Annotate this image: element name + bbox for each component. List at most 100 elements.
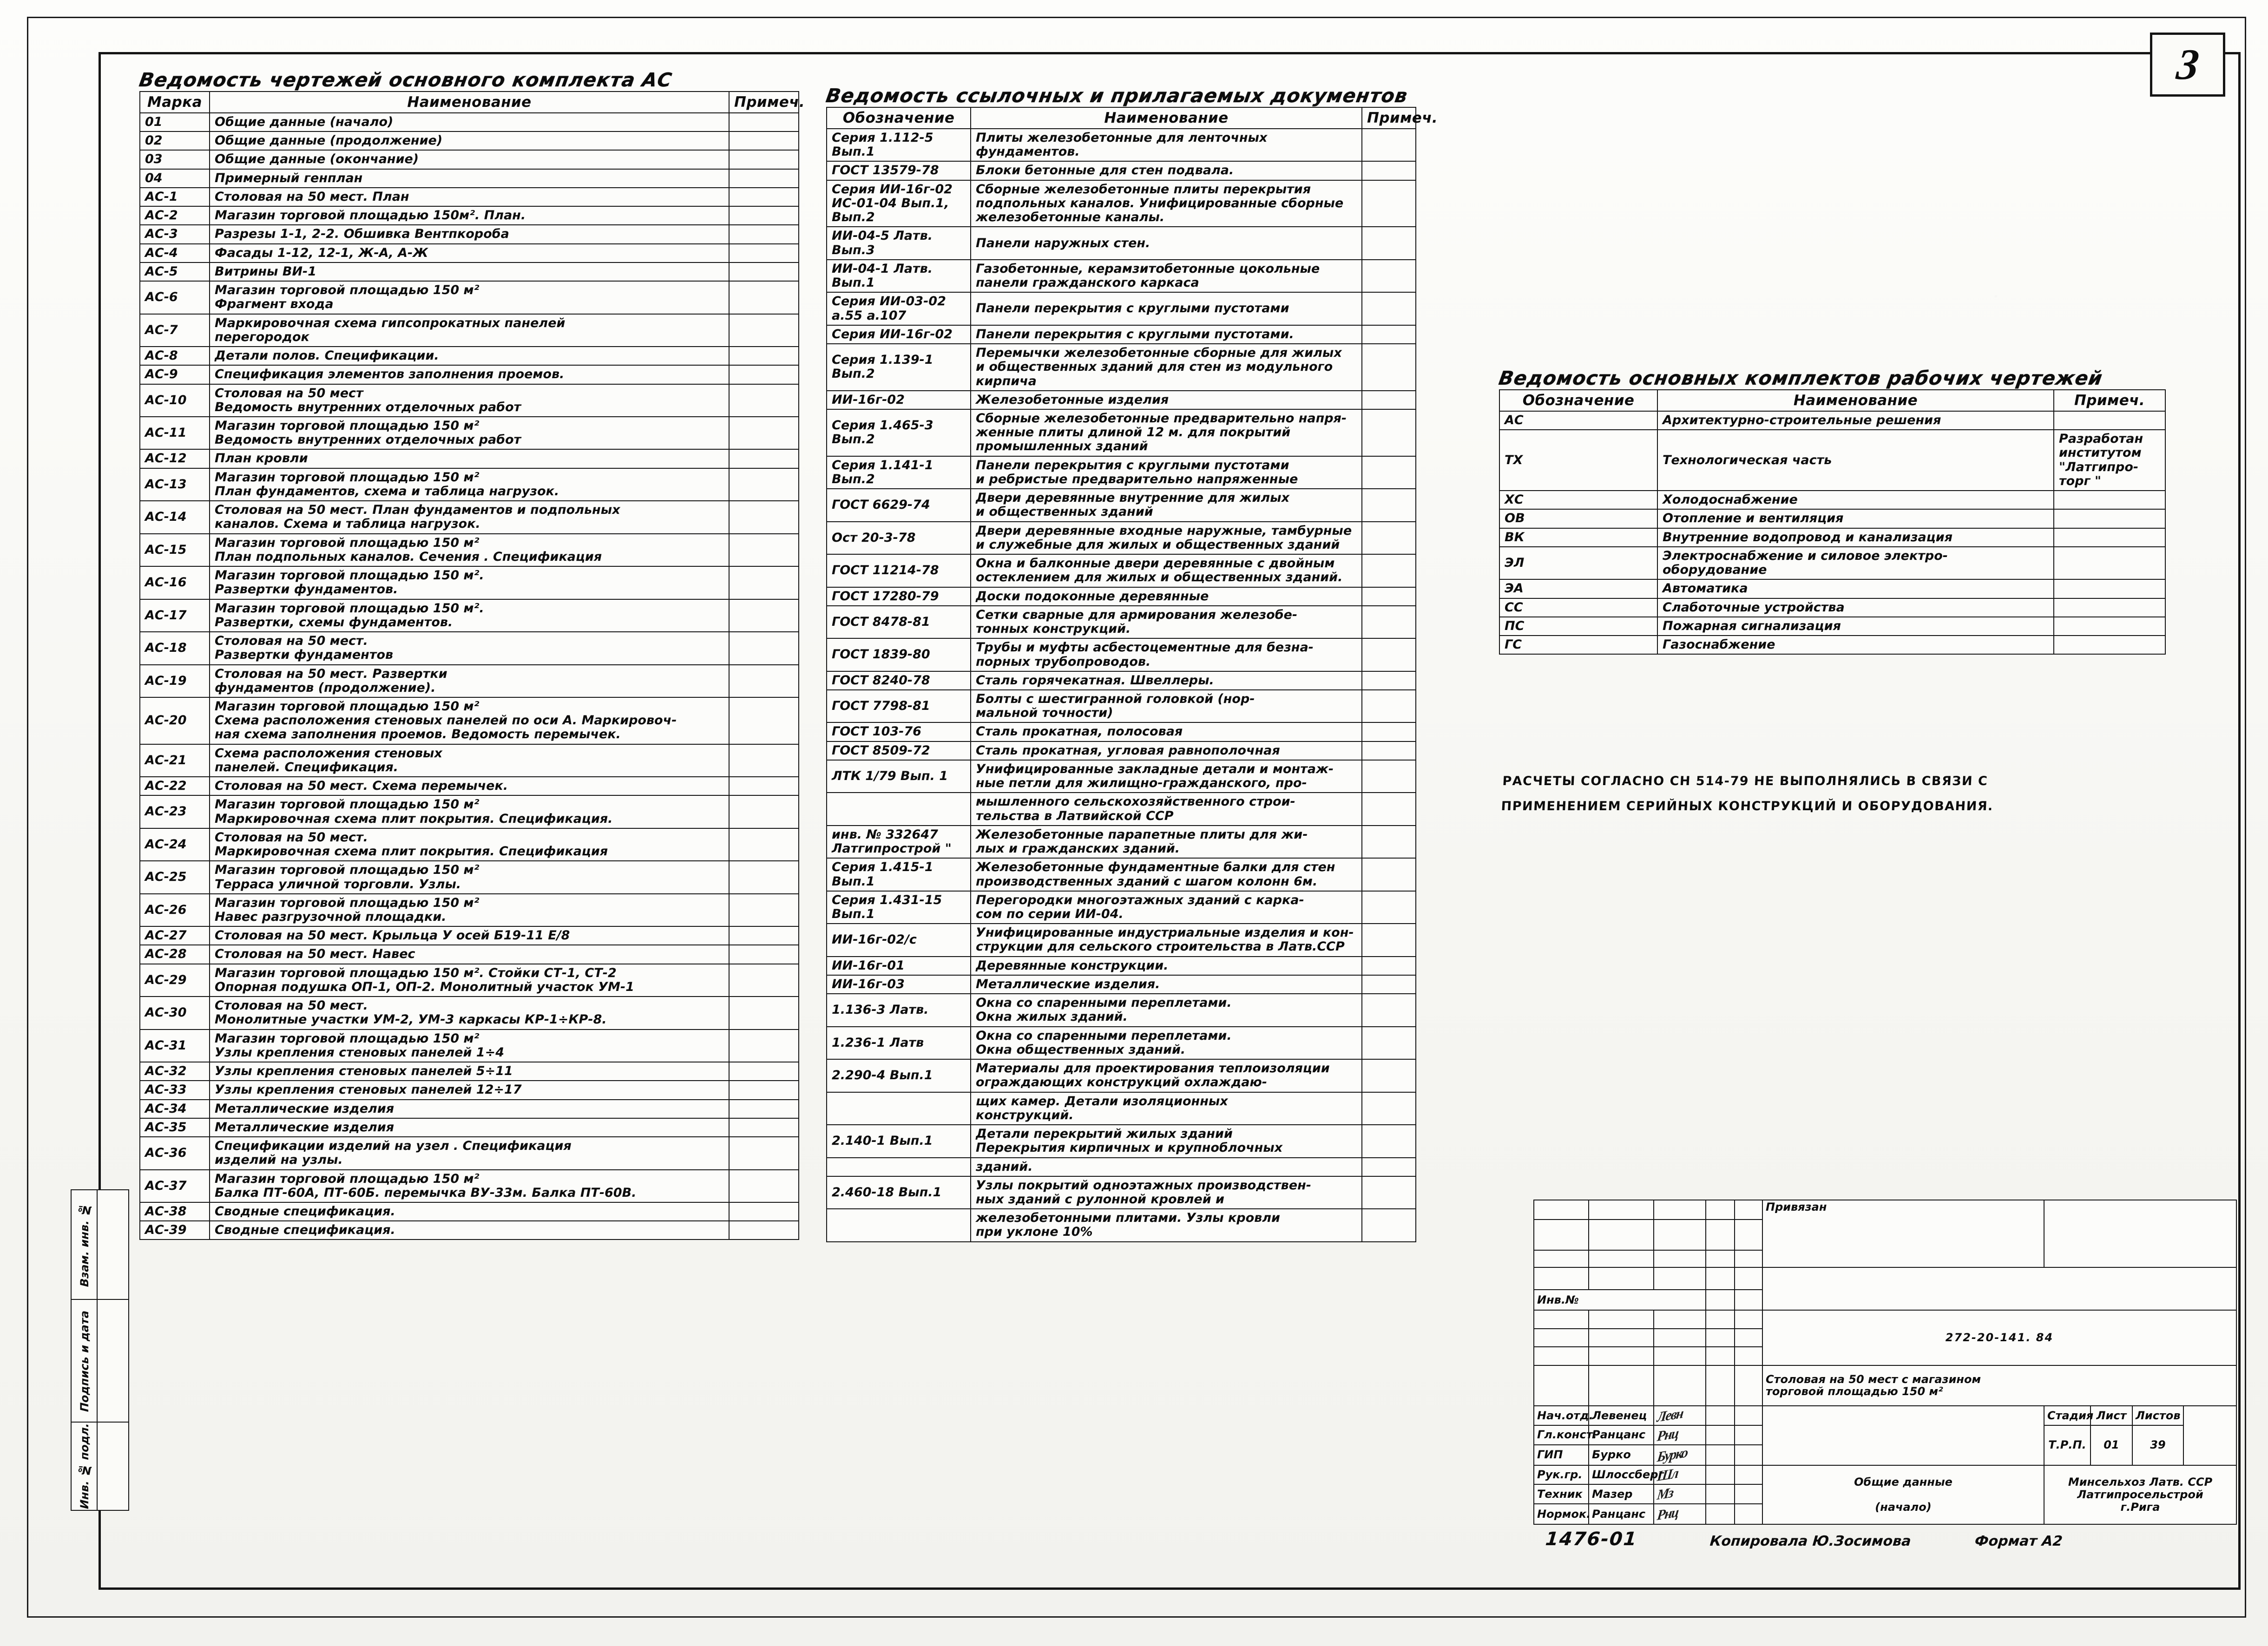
cell-note [2053, 616, 2166, 636]
strip-cell-vzam: Взам. инв. № [71, 1189, 99, 1301]
cell-name: Перемычки железобетонные сборные для жил… [970, 343, 1362, 391]
cell-note [1361, 128, 1416, 162]
cell-designation: ТХ [1499, 429, 1658, 492]
table-row: АС-27 Столовая на 50 мест. Крыльца У осей… [139, 926, 799, 946]
cell-designation: 2.290-4 Вып.1 [826, 1059, 971, 1093]
cell-mark: АС-34 [139, 1099, 210, 1119]
rev-cell-d1 [1705, 1200, 1735, 1220]
cell-note [2053, 410, 2166, 431]
cell-mark: АС-39 [139, 1220, 210, 1240]
left-margin-stamp-strip: Взам. инв. № Подпись и дата Инв. № подл. [71, 1189, 129, 1511]
cell-note [729, 1220, 799, 1240]
cell-note [729, 743, 799, 778]
cell-note [729, 598, 799, 633]
drawings-list-header-row: Марка Наименование Примеч. [139, 91, 805, 113]
cell-name: Панели перекрытия с круглыми пустотами и… [970, 455, 1362, 490]
cell-name: Железобетонные парапетные плиты для жи- … [970, 825, 1362, 859]
cell-note [1361, 292, 1416, 326]
cell-name: Столовая на 50 мест. Развертки фундамент… [209, 664, 730, 698]
main-sets-title: Ведомость основных комплектов рабочих че… [1497, 367, 2104, 389]
cell-note [729, 262, 799, 282]
reference-docs-block: Ведомость ссылочных и прилагаемых докуме… [824, 85, 1438, 1242]
rev-cell-e8 [1734, 1364, 1763, 1407]
rev-cell-a7 [1533, 1346, 1589, 1366]
strip-cell-signature-value [97, 1299, 129, 1423]
cell-note [1361, 226, 1416, 260]
rev-cell-d2 [1705, 1219, 1735, 1251]
col-name: Наименование [970, 107, 1362, 129]
rev-cell-a1 [1533, 1200, 1589, 1220]
rev-cell-b5 [1588, 1310, 1654, 1329]
cell-note [729, 187, 799, 207]
cell-name: железобетонными плитами. Узлы кровли при… [970, 1208, 1362, 1242]
table-row: ИИ-16г-01 Деревянные конструкции. [826, 956, 1416, 976]
rev-cell-d8 [1705, 1364, 1735, 1407]
cell-note [729, 893, 799, 927]
cell-name: Сталь горячекатная. Швеллеры. [970, 670, 1362, 690]
cell-name: Фасады 1-12, 12-1, Ж-А, А-Ж [209, 243, 730, 263]
rev-cell-a5 [1533, 1310, 1589, 1329]
cell-mark: АС-33 [139, 1080, 210, 1100]
cell-designation: ГОСТ 103-76 [826, 722, 971, 742]
cell-name: Сталь прокатная, угловая равнополочная [970, 741, 1362, 761]
signatory-sign-1: Рнц [1653, 1425, 1706, 1445]
rev-cell-e6 [1734, 1328, 1763, 1348]
cell-designation: Серия ИИ-16г-02 [826, 324, 971, 345]
cell-mark: АС-10 [139, 383, 210, 417]
cell-note [2053, 490, 2166, 510]
rev-cell-c2 [1653, 1219, 1706, 1251]
cell-designation: ПС [1499, 616, 1658, 636]
cell-note [2053, 527, 2166, 547]
cell-name: Магазин торговой площадью 150 м². Развер… [209, 598, 730, 633]
table-row: АС-15 Магазин торговой площадью 150 м² Пл… [139, 533, 799, 567]
strip-label-vzam: Взам. инв. № [78, 1203, 91, 1287]
cell-name: щих камер. Детали изоляционных конструкц… [970, 1091, 1362, 1126]
cell-designation [826, 1157, 971, 1177]
table-row: АС-8 Детали полов. Спецификации. [139, 346, 799, 366]
col-note: Примеч. [2053, 389, 2166, 412]
cell-note [729, 664, 799, 698]
cell-note [729, 963, 799, 997]
signatory-sign-0: Левн [1653, 1405, 1706, 1426]
cell-designation: ИИ-04-5 Латв. Вып.3 [826, 226, 971, 260]
cell-mark: АС-3 [139, 224, 210, 244]
cell-designation: ГОСТ 8478-81 [826, 605, 971, 639]
signatory-date-0 [1705, 1405, 1735, 1426]
cell-designation: ИИ-16г-03 [826, 974, 971, 995]
cell-designation: Серия 1.465-3 Вып.2 [826, 408, 971, 457]
rev-cell-a6 [1533, 1328, 1589, 1348]
cell-designation: инв. № 332647 Латгипрострой " [826, 825, 971, 859]
cell-designation: ВК [1499, 527, 1658, 547]
rev-cell-c4 [1653, 1266, 1706, 1291]
cell-name: Окна и балконные двери деревянные с двой… [970, 554, 1362, 588]
cell-note [1361, 179, 1416, 228]
table-row: АС-10 Столовая на 50 мест Ведомость внутр… [139, 383, 799, 417]
cell-name: Столовая на 50 мест. План [209, 187, 730, 207]
cell-name: Сборные железобетонные предварительно на… [970, 408, 1362, 457]
cell-note [729, 383, 799, 417]
cell-note [1361, 670, 1416, 690]
cell-designation: ЭЛ [1499, 546, 1658, 580]
table-row: ТХ Технологическая часть Разработан инстит… [1499, 429, 2166, 492]
cell-name: Столовая на 50 мест. Схема перемычек. [209, 776, 730, 796]
cell-name: Магазин торговой площадью 150 м². Развер… [209, 566, 730, 600]
table-row: АС-2 Магазин торговой площадью 150м². Пла… [139, 206, 799, 226]
inner-drawing-frame [99, 52, 2241, 1590]
rev-cell-a3 [1533, 1249, 1589, 1268]
signatory-name-3: Шлоссберг [1588, 1464, 1664, 1485]
cell-mark: АС-30 [139, 996, 210, 1030]
cell-note [729, 776, 799, 796]
cell-designation: 2.460-18 Вып.1 [826, 1175, 971, 1210]
signatory-sign-2: Бурко [1653, 1444, 1706, 1466]
signatory-name-5: Ранцанс [1588, 1503, 1654, 1525]
outer-sheet-frame [27, 17, 2246, 1618]
cell-mark: АС-1 [139, 187, 210, 207]
cell-note [729, 281, 799, 315]
signatory-sign-4: Мз [1653, 1484, 1706, 1505]
main-sets-block: Ведомость основных комплектов рабочих че… [1497, 367, 2166, 655]
cell-name: Магазин торговой площадью 150м². План. [209, 206, 730, 226]
cell-mark: АС-28 [139, 944, 210, 964]
cell-note [1361, 1091, 1416, 1126]
cell-name: Магазин торговой площадью 150 м² Терраса… [209, 860, 730, 894]
cell-mark: АС-22 [139, 776, 210, 796]
